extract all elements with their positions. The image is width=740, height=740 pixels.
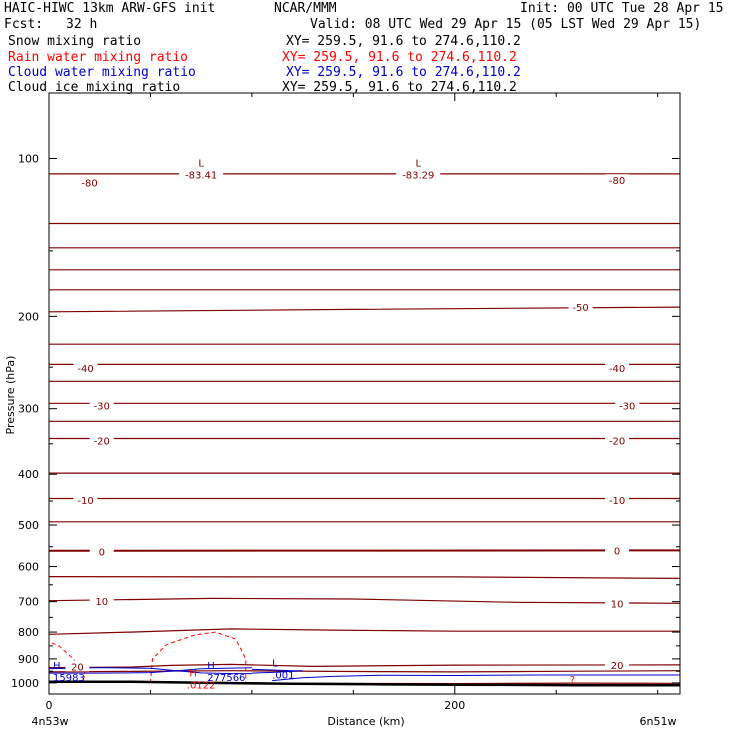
cloud-water-contours — [49, 667, 680, 682]
y-tick-label: 400 — [18, 468, 39, 481]
header-fcst-value: 32 h — [66, 17, 98, 32]
extremum-label-bg — [396, 168, 441, 180]
temperature-contour-25 — [49, 670, 680, 673]
temperature-contour-15 — [49, 628, 680, 635]
rain-water-contour-1 — [149, 631, 247, 684]
header-valid: Valid: 08 UTC Wed 29 Apr 15 (05 LST Wed … — [310, 17, 702, 32]
temperature-contours — [49, 173, 680, 685]
contour-label-bg — [73, 494, 98, 506]
contour-label-bg — [615, 399, 640, 411]
contour-label-bg — [568, 301, 593, 313]
x-endpoint-left: 4n53w — [32, 715, 69, 728]
y-tick-label: 700 — [18, 596, 39, 609]
temperature-contour-label: -10 — [77, 496, 93, 507]
rain-water-contours — [49, 631, 247, 684]
temperature-extremum-marker: L — [198, 158, 204, 169]
cloud-water-contour-2 — [251, 668, 303, 674]
cloud-water-contour-3 — [272, 674, 680, 682]
cloud-water-extremum-marker: H — [207, 661, 215, 672]
temperature-contour-label: 0 — [614, 546, 620, 557]
contour-label-bg — [605, 362, 630, 374]
legend-cloud-ice-xy: XY= 259.5, 91.6 to 274.6,110.2 — [282, 80, 517, 95]
contour-label-bg — [605, 174, 630, 186]
temperature-contour-label: 10 — [611, 599, 624, 610]
temperature-contour-10 — [49, 597, 680, 604]
contour-labels: -80 -80 -50 -40 -40 -30 -30 -20 -20 -10 -10 0 0 10 10 2… — [53, 158, 640, 692]
extremum-label-bg — [179, 168, 224, 180]
temperature-contour-label: -80 — [609, 176, 625, 187]
temperature-contour-label: -30 — [619, 402, 635, 413]
temperature-contour-label: 20 — [71, 662, 84, 673]
contour-label-bg — [605, 434, 630, 446]
cloud-water-extremum-value: 15983 — [53, 673, 85, 684]
temperature-contour-label: 0 — [99, 547, 105, 558]
temperature-contour-label: -50 — [572, 303, 588, 314]
contour-label-bg — [605, 494, 630, 506]
x-tick-label: 0 — [46, 699, 53, 712]
y-tick-label: 600 — [18, 561, 39, 574]
contour-label-bg — [89, 595, 114, 607]
temperature-contour-label: -10 — [609, 496, 625, 507]
y-tick-label: 300 — [18, 403, 39, 416]
cloud-water-extremum-marker: H — [53, 661, 61, 672]
y-tick-label: 900 — [18, 653, 39, 666]
contour-label-bg — [89, 434, 114, 446]
legend-snow-name: Snow mixing ratio — [8, 34, 142, 49]
cloud-water-extremum-value: .001 — [272, 671, 294, 682]
y-tick-label: 1000 — [11, 677, 39, 690]
header-org: NCAR/MMM — [274, 1, 337, 16]
temperature-contour-label: -20 — [609, 437, 625, 448]
rain-water-extremum-value: .0122 — [187, 681, 216, 692]
temperature-contour-label: -40 — [77, 364, 93, 375]
legend-snow-xy: XY= 259.5, 91.6 to 274.6,110.2 — [286, 34, 521, 49]
x-tick-label: 200 — [444, 699, 465, 712]
temperature-extremum-value: -83.29 — [402, 170, 434, 181]
contour-label-bg — [65, 660, 90, 672]
ground-surface — [49, 680, 680, 687]
temperature-extremum-value: -83.41 — [185, 170, 217, 181]
y-axis-label: Pressure (hPa) — [4, 356, 17, 435]
rain-water-contour-0 — [49, 641, 87, 684]
header-init: Init: 00 UTC Tue 28 Apr 15 — [520, 1, 724, 16]
temperature-contour-label: -40 — [609, 364, 625, 375]
temperature-contour-5 — [49, 576, 680, 579]
legend-rain-xy: XY= 259.5, 91.6 to 274.6,110.2 — [282, 50, 517, 65]
cloud-water-extremum-value: 277566 — [207, 673, 245, 684]
temperature-contour-label: -20 — [94, 437, 110, 448]
temperature-extremum-marker: L — [415, 158, 421, 169]
surface-annotation: ? — [570, 675, 575, 686]
rain-water-extremum-marker: H — [189, 669, 197, 680]
legend-cloud-water-xy: XY= 259.5, 91.6 to 274.6,110.2 — [286, 65, 521, 80]
temperature-contour-label: -30 — [94, 402, 110, 413]
x-endpoint-right: 6n51w — [640, 715, 677, 728]
ground-surface-line — [49, 680, 680, 687]
temperature-contour-label: 10 — [95, 597, 108, 608]
y-tick-label: 100 — [18, 153, 39, 166]
header-fcst-label: Fcst: — [4, 17, 44, 32]
contour-label-bg — [89, 545, 114, 557]
y-tick-label: 500 — [18, 519, 39, 532]
cloud-water-contour-1 — [49, 670, 252, 675]
cloud-water-extremum-marker: L — [272, 659, 278, 670]
contour-label-bg — [605, 544, 630, 556]
contour-label-bg — [605, 597, 630, 609]
contour-label-bg — [77, 176, 102, 188]
contour-label-bg — [605, 658, 630, 670]
plot-frame — [48, 92, 681, 695]
y-tick-label: 200 — [18, 310, 39, 323]
x-axis-label: Distance (km) — [327, 715, 404, 728]
contour-label-bg — [73, 362, 98, 374]
legend-rain-name: Rain water mixing ratio — [8, 50, 189, 65]
legend-cloud-ice-name: Cloud ice mixing ratio — [8, 80, 181, 95]
y-tick-label: 800 — [18, 626, 39, 639]
header-model: HAIC-HIWC 13km ARW-GFS init — [4, 1, 216, 16]
temperature-contour-20 — [49, 663, 680, 669]
legend-cloud-water-name: Cloud water mixing ratio — [8, 65, 196, 80]
temperature-contour-label: -80 — [81, 178, 97, 189]
contour-label-bg — [89, 399, 114, 411]
temperature-contour-label: 20 — [611, 661, 624, 672]
